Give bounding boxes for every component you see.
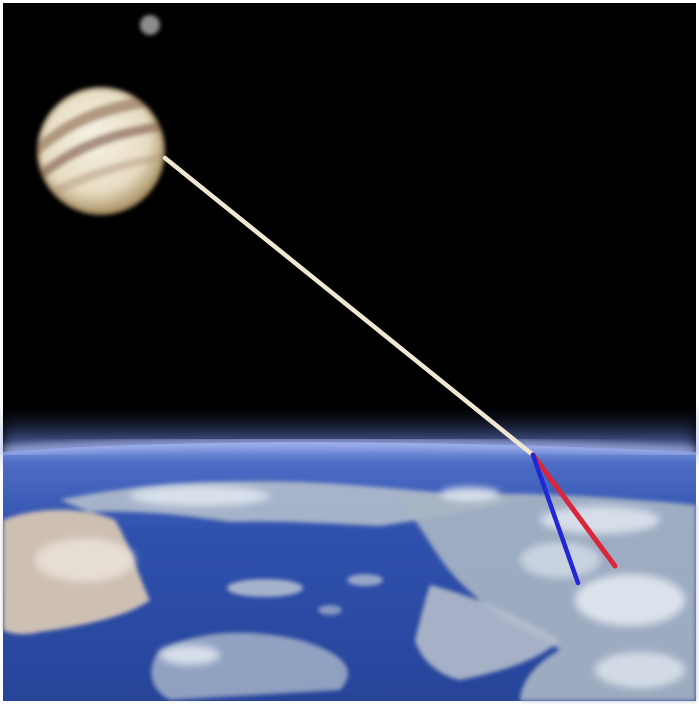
incoming-light-ray xyxy=(162,155,536,458)
refracted-blue-ray xyxy=(530,452,581,586)
cloud xyxy=(575,574,685,626)
cloud xyxy=(130,486,270,506)
island xyxy=(347,574,383,586)
cloud xyxy=(520,542,600,578)
cloud xyxy=(160,645,220,665)
earth-surface xyxy=(2,405,697,701)
island xyxy=(318,605,342,615)
cloud xyxy=(540,506,660,534)
moon xyxy=(140,15,160,35)
cloud xyxy=(595,652,685,688)
cloud xyxy=(440,487,500,501)
cloud xyxy=(35,538,135,582)
island xyxy=(227,579,303,597)
land-east xyxy=(400,493,696,701)
land-peninsula xyxy=(415,585,560,680)
refracted-red-ray xyxy=(530,452,618,569)
